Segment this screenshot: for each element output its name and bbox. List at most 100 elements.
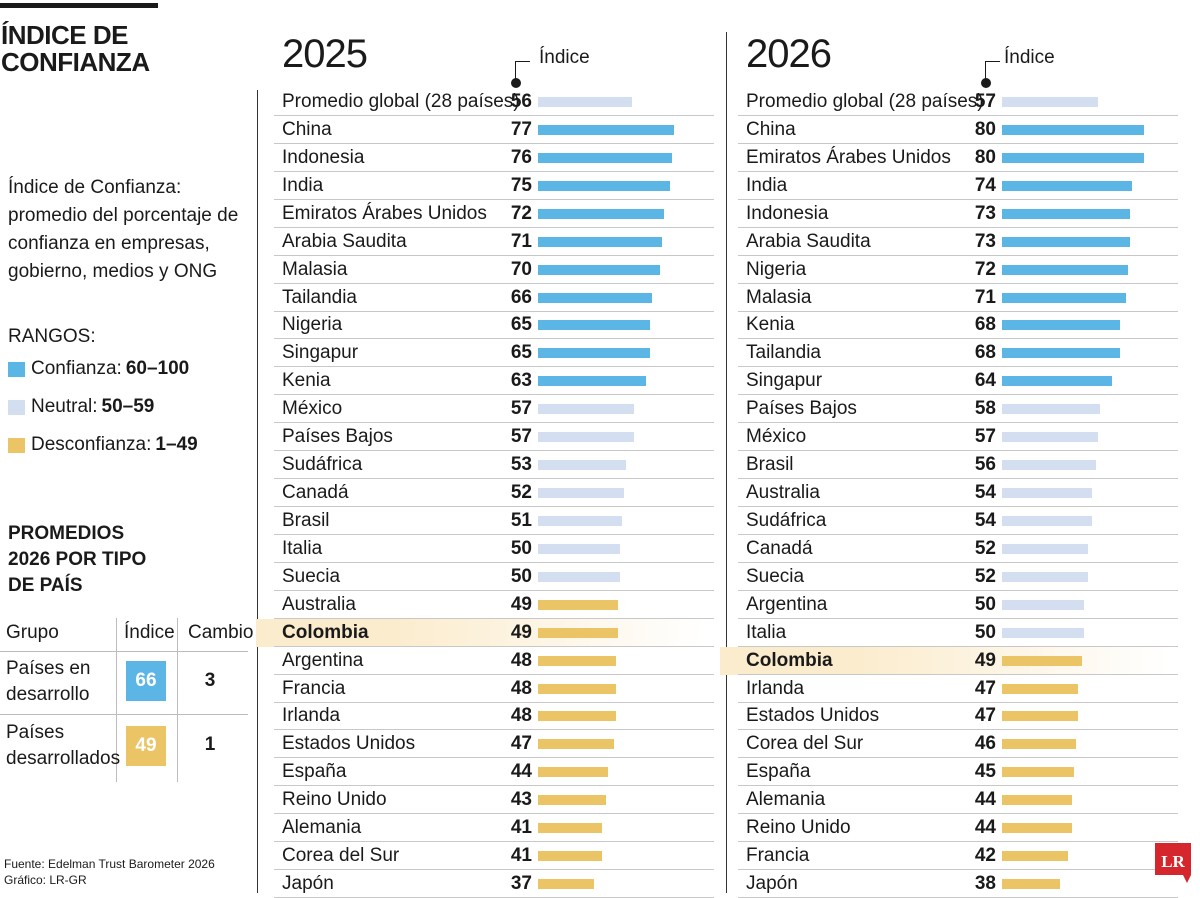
value-label: 57 (510, 398, 532, 420)
chart-row: Francia 42 (720, 842, 1180, 871)
bar (538, 376, 646, 387)
group-label-line: desarrollados (6, 748, 121, 769)
chart-row: Reino Unido 44 (720, 814, 1180, 843)
chart-row: Países Bajos 57 (256, 423, 716, 452)
bar (538, 767, 608, 778)
country-label: Canadá (746, 537, 813, 559)
bar (538, 460, 626, 471)
country-label: India (746, 174, 788, 196)
chart-row: Singapur 65 (256, 339, 716, 368)
row-separator (274, 757, 714, 759)
chart-row: Australia 49 (256, 591, 716, 619)
bar (1002, 823, 1072, 834)
row-separator (738, 422, 1178, 424)
country-label: Kenia (746, 314, 795, 336)
country-label: Alemania (282, 817, 362, 839)
chart-row: Emiratos Árabes Unidos 72 (256, 200, 716, 228)
bar (1002, 795, 1072, 806)
value-label: 45 (974, 761, 996, 783)
value-label: 42 (974, 845, 996, 867)
chart-row: Japón 37 (256, 870, 716, 898)
chart-row: Francia 48 (256, 675, 716, 703)
country-label: Brasil (746, 454, 794, 476)
value-label: 54 (974, 509, 996, 531)
value-label: 52 (510, 482, 532, 504)
index-bracket (985, 61, 1000, 82)
table-divider (116, 618, 117, 782)
row-separator (274, 282, 714, 284)
value-label: 38 (974, 873, 996, 895)
chart-row: Suecia 52 (720, 563, 1180, 591)
row-separator (738, 673, 1178, 675)
row-separator (274, 394, 714, 396)
row-separator (274, 338, 714, 340)
value-label: 66 (510, 286, 532, 308)
chart-row: China 80 (720, 116, 1180, 144)
bar (1002, 264, 1128, 275)
country-label: Colombia (746, 649, 833, 671)
value-label: 68 (974, 342, 996, 364)
chart-row: Suecia 50 (256, 563, 716, 591)
chart-row: Reino Unido 43 (256, 786, 716, 815)
country-label: India (282, 174, 324, 196)
range-label: Neutral: (31, 396, 98, 417)
description: Índice de Confianza: promedio del porcen… (8, 174, 248, 286)
description-line: confianza en empresas, (8, 233, 210, 254)
value-label: 49 (974, 649, 996, 671)
chart-row: Emiratos Árabes Unidos 80 (720, 144, 1180, 172)
bar (1002, 348, 1120, 359)
value-label: 68 (974, 314, 996, 336)
chart-row: Estados Unidos 47 (256, 730, 716, 759)
bar (538, 97, 632, 107)
bar (1002, 404, 1100, 415)
chart-row: Argentina 50 (720, 591, 1180, 619)
value-label: 48 (510, 705, 532, 727)
table-divider (0, 714, 248, 715)
row-separator (738, 115, 1178, 116)
row-separator (274, 366, 714, 368)
value-label: 57 (974, 91, 996, 112)
bar (538, 879, 594, 890)
bar (1002, 432, 1098, 443)
country-label: China (282, 118, 332, 140)
lr-logo: LR (1155, 843, 1191, 883)
row-separator (738, 394, 1178, 396)
bar (1002, 711, 1078, 722)
value-label: 52 (974, 565, 996, 587)
row-separator (738, 142, 1178, 144)
chart-row: Kenia 63 (256, 367, 716, 396)
country-label: Tailandia (746, 342, 821, 364)
chart-row: España 45 (720, 758, 1180, 787)
value-label: 71 (510, 230, 532, 252)
logo-text: LR (1161, 852, 1185, 871)
index-bracket (515, 61, 530, 82)
country-label: Brasil (282, 509, 330, 531)
bar (538, 599, 618, 610)
row-separator (738, 617, 1178, 619)
bar (1002, 627, 1084, 638)
bar (538, 627, 618, 638)
value-label: 72 (510, 202, 532, 224)
table-divider (177, 618, 178, 782)
bar (1002, 683, 1078, 694)
value-label: 73 (974, 202, 996, 224)
chart-row: Italia 50 (256, 535, 716, 563)
header-index: Índice (124, 622, 175, 643)
chart-row: Tailandia 68 (720, 339, 1180, 368)
value-label: 50 (510, 565, 532, 587)
bar (538, 739, 614, 750)
change-value: 1 (204, 734, 216, 755)
chart-row: Singapur 64 (720, 367, 1180, 396)
row-separator (274, 115, 714, 116)
value-label: 63 (510, 370, 532, 392)
bar (1002, 767, 1074, 778)
value-label: 47 (974, 677, 996, 699)
row-separator (738, 338, 1178, 340)
index-badge: 49 (126, 726, 166, 766)
country-label: España (746, 761, 811, 783)
bar (538, 404, 634, 415)
country-label: Argentina (746, 593, 828, 615)
group-label-line: Países (6, 722, 65, 743)
row-separator (274, 617, 714, 619)
country-label: Indonesia (746, 202, 829, 224)
